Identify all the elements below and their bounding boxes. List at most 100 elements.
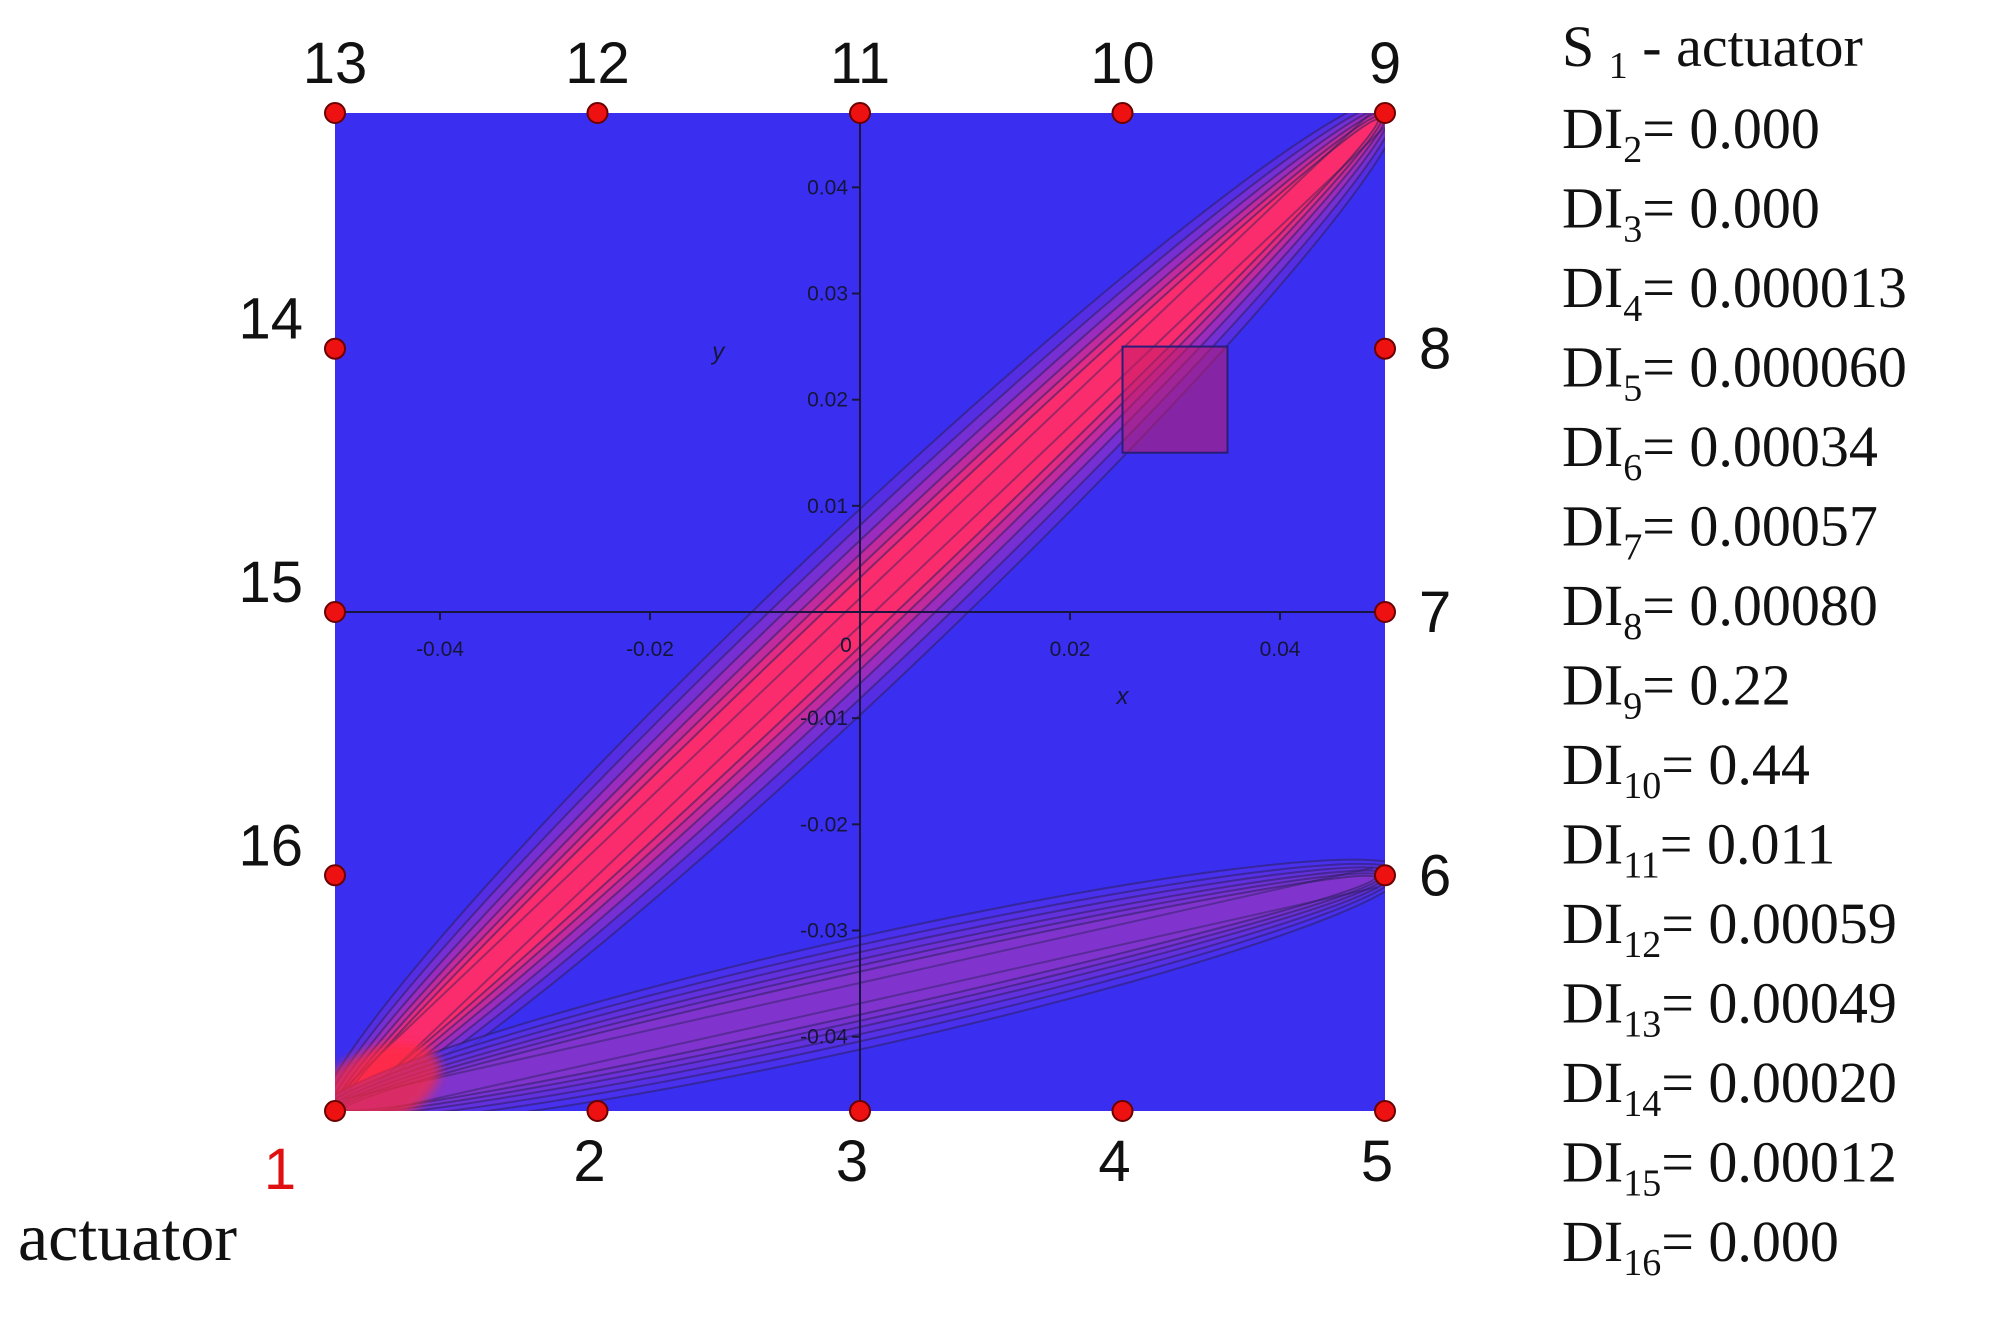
x-tick-label: 0.04 [1260,638,1301,661]
damage-index-row: DI5= 0.000060 [1562,335,1907,410]
damage-index-label: DI [1562,1050,1623,1115]
sensor-11-marker [849,102,871,124]
sensor-4-marker [1111,1100,1134,1122]
damage-index-label: DI [1562,494,1623,559]
y-tick-label: 0.01 [807,495,848,518]
sensor-10-marker [1111,102,1134,124]
damage-index-subscript: 2 [1623,129,1642,171]
legend-heading-suffix: - actuator [1642,14,1863,79]
damage-index-label: DI [1562,732,1623,797]
damage-index-value: = 0.000060 [1642,335,1907,400]
damage-region-box [1121,345,1229,454]
sensor-12-label: 12 [565,31,630,96]
damage-index-label: DI [1562,971,1623,1036]
origin-label: 0 [840,634,852,657]
damage-index-subscript: 9 [1623,686,1642,728]
damage-index-label: DI [1562,1130,1623,1195]
actuator-hotspot [335,1043,441,1111]
plot-axes [335,113,1385,1111]
sensor-6-label: 6 [1419,843,1451,908]
sensor-8-label: 8 [1419,317,1451,382]
damage-index-subscript: 14 [1623,1083,1661,1125]
damage-index-row: DI7= 0.00057 [1562,494,1878,569]
sensor-6-marker [1374,864,1396,887]
damage-index-value: = 0.22 [1642,653,1791,718]
sensor-16-label: 16 [238,813,303,878]
sensor-15-label: 15 [238,550,303,615]
sensor-9-marker [1374,102,1396,124]
sensor-1-marker [324,1100,346,1122]
damage-index-subscript: 12 [1623,924,1661,966]
legend-heading-main: S [1562,14,1594,79]
damage-index-value: = 0.000 [1661,1209,1839,1274]
damage-index-row: DI11= 0.011 [1562,812,1835,887]
damage-index-subscript: 8 [1623,606,1642,648]
damage-index-row: DI13= 0.00049 [1562,971,1897,1046]
sensor-5-label: 5 [1361,1129,1393,1194]
actuator-label: actuator [18,1199,237,1275]
damage-index-subscript: 7 [1623,527,1642,569]
y-axis-label: y [710,338,726,365]
y-tick-label: 0.04 [807,176,848,199]
damage-index-value: = 0.00034 [1642,414,1878,479]
y-tick-label: -0.04 [800,1026,848,1049]
axis-ticks: -0.04 -0.02 0.02 0.04 0.04 0.03 0.02 0.01 -0.01 -… [416,176,1301,1048]
damage-index-label: DI [1562,653,1623,718]
sensor-10-label: 10 [1090,31,1155,96]
sensor-14-label: 14 [238,287,303,352]
damage-index-label: DI [1562,96,1623,161]
damage-index-label: DI [1562,176,1623,241]
damage-index-row: DI4= 0.000013 [1562,255,1907,330]
damage-index-value: = 0.000013 [1642,255,1907,320]
damage-index-subscript: 13 [1623,1004,1661,1046]
damage-index-row: DI2= 0.000 [1562,96,1820,171]
sensor-1-label: 1 [264,1137,296,1202]
sensor-12-marker [586,102,609,124]
sensor-13-label: 13 [303,31,368,96]
damage-index-value: = 0.011 [1660,812,1836,877]
damage-index-value: = 0.00059 [1661,891,1897,956]
damage-index-row: DI14= 0.00020 [1562,1050,1897,1125]
contour-ridge-1 [335,113,1372,1098]
legend-heading: S 1 - actuator [1562,14,1863,91]
x-tick-label: 0.02 [1050,638,1091,661]
contour-ridge-2 [346,886,1378,1111]
x-tick-label: -0.02 [626,638,674,661]
damage-index-subscript: 11 [1623,845,1660,887]
sensor-15-marker [324,601,346,623]
sensor-11-label: 11 [830,31,890,96]
sensor-13-marker [324,102,346,124]
damage-index-subscript: 3 [1623,209,1642,251]
damage-index-subscript: 5 [1623,368,1642,410]
sensor-3-label: 3 [836,1129,868,1194]
damage-index-label: DI [1562,255,1623,320]
damage-index-subscript: 15 [1623,1163,1661,1205]
damage-index-row: DI10= 0.44 [1562,732,1810,807]
damage-index-label: DI [1562,891,1623,956]
sensor-9-label: 9 [1369,31,1401,96]
y-tick-label: -0.02 [800,813,848,836]
sensor-7-marker [1374,601,1396,623]
sensor-16-marker [324,864,346,887]
damage-index-row: DI6= 0.00034 [1562,414,1878,489]
damage-index-value: = 0.00020 [1661,1050,1897,1115]
damage-index-subscript: 10 [1623,765,1661,807]
damage-index-value: = 0.00080 [1642,573,1878,638]
damage-index-row: DI3= 0.000 [1562,176,1820,251]
damage-index-label: DI [1562,812,1623,877]
damage-index-row: DI15= 0.00012 [1562,1130,1897,1205]
sensor-7-label: 7 [1419,580,1451,645]
y-tick-label: -0.01 [800,707,848,730]
damage-index-row: DI16= 0.000 [1562,1209,1839,1284]
sensor-5-marker [1374,1100,1396,1122]
damage-index-row: DI9= 0.22 [1562,653,1791,728]
damage-index-value: = 0.00057 [1642,494,1878,559]
x-tick-label: -0.04 [416,638,464,661]
sensor-8-marker [1374,337,1396,360]
damage-index-value: = 0.00049 [1661,971,1897,1036]
y-tick-label: 0.03 [807,282,848,305]
contour-ridge-1 [342,866,1374,1101]
y-tick-label: -0.03 [800,920,848,943]
